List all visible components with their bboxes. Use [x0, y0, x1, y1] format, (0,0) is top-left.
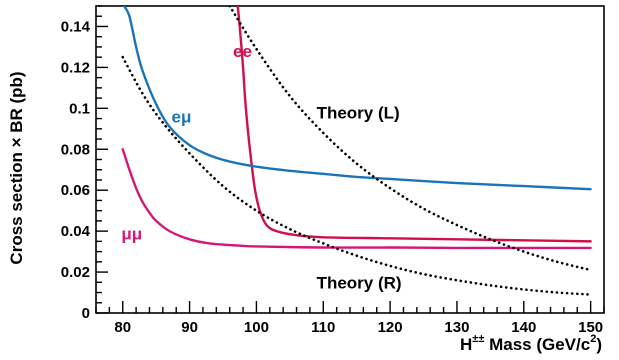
series-line-theory-l — [228, 6, 592, 272]
y-tick-label: 0.12 — [61, 59, 90, 76]
series-label-mumu: μμ — [121, 224, 142, 243]
y-axis-title: Cross section × BR (pb) — [7, 71, 26, 264]
x-tick-label: 100 — [244, 319, 269, 336]
y-tick-label: 0.14 — [61, 18, 91, 35]
x-tick-label: 140 — [511, 319, 536, 336]
series-label-emu: eμ — [172, 108, 192, 127]
x-axis: 80 90 100 110 120 130 140 150 — [95, 301, 605, 336]
x-tick-label: 80 — [114, 319, 131, 336]
y-tick-label: 0.04 — [61, 223, 91, 240]
series-line-theory-r — [121, 55, 592, 296]
y-tick-label: 0.1 — [69, 100, 90, 117]
x-tick-label: 120 — [378, 319, 403, 336]
x-tick-label: 90 — [181, 319, 198, 336]
series-layer — [121, 6, 592, 296]
plot-frame — [95, 5, 605, 314]
y-axis: 0 0.02 0.04 0.06 0.08 0.1 0.12 0.14 — [61, 5, 108, 322]
x-axis-title: H±± Mass (GeV/c2) — [460, 333, 602, 354]
series-line-ee — [236, 6, 592, 243]
y-tick-label: 0.02 — [61, 264, 90, 281]
x-tick-label: 130 — [444, 319, 469, 336]
plot-area-border — [95, 5, 605, 314]
series-label-theory-l: Theory (L) — [317, 104, 400, 123]
series-labels: ee eμ μμ Theory (L) Theory (R) — [121, 42, 401, 292]
series-label-theory-r: Theory (R) — [317, 273, 402, 292]
series-line-mumu — [121, 148, 592, 250]
series-line-emu — [122, 6, 592, 191]
y-tick-label: 0 — [82, 305, 90, 322]
series-label-ee: ee — [233, 42, 252, 61]
x-tick-label: 110 — [311, 319, 335, 336]
y-tick-label: 0.06 — [61, 182, 90, 199]
x-tick-label: 150 — [578, 319, 603, 336]
y-tick-label: 0.08 — [61, 141, 90, 158]
